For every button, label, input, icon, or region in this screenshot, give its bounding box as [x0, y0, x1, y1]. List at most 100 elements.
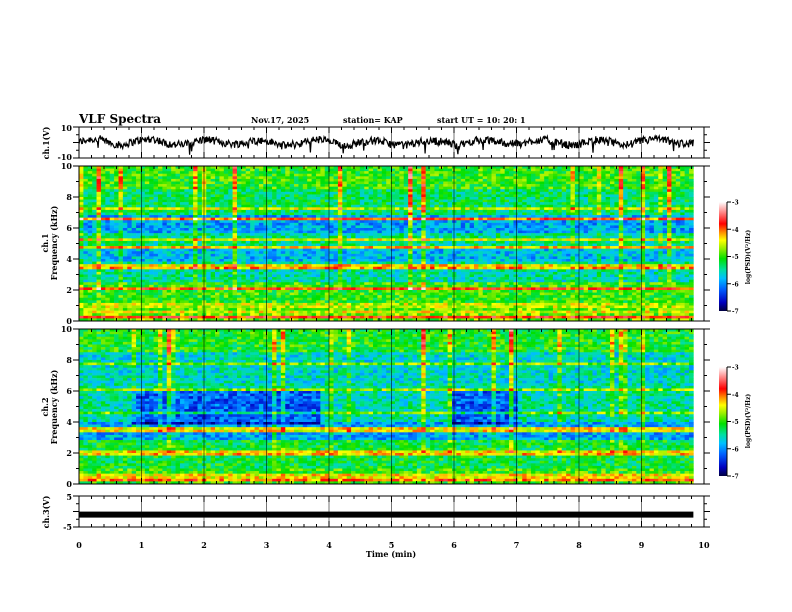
- spectrogram-cell: [303, 187, 308, 190]
- spectrogram-cell: [334, 210, 339, 213]
- spectrogram-cell: [614, 205, 619, 208]
- spectrogram-cell: [619, 215, 624, 218]
- spectrogram-cell: [483, 241, 488, 244]
- spectrogram-cell: [513, 197, 518, 200]
- spectrogram-cell: [154, 179, 159, 182]
- spectrogram-cell: [136, 254, 141, 257]
- spectrogram-cell: [382, 194, 387, 197]
- spectrogram-cell: [448, 189, 453, 192]
- spectrogram-cell: [663, 220, 668, 223]
- spectrogram-cell: [342, 197, 347, 200]
- spectrogram-cell: [680, 241, 685, 244]
- spectrogram-cell: [658, 182, 663, 185]
- spectrogram-cell: [92, 171, 97, 174]
- spectrogram-cell: [505, 202, 510, 205]
- spectrogram-cell: [360, 202, 365, 205]
- spectrogram-cell: [237, 246, 242, 249]
- spectrogram-cell: [268, 233, 273, 236]
- spectrogram-cell: [671, 171, 676, 174]
- spectrogram-cell: [549, 205, 554, 208]
- spectrogram-cell: [601, 202, 606, 205]
- spectrogram-cell: [443, 187, 448, 190]
- spectrogram-cell: [132, 184, 137, 187]
- spectrogram-cell: [312, 176, 317, 179]
- spectrogram-cell: [338, 176, 343, 179]
- spectrogram-cell: [123, 251, 128, 254]
- spectrogram-cell: [483, 220, 488, 223]
- spectrogram-cell: [439, 218, 444, 221]
- spectrogram-cell: [342, 223, 347, 226]
- spectrogram-cell: [399, 246, 404, 249]
- spectrogram-cell: [369, 213, 374, 216]
- spectrogram-cell: [535, 220, 540, 223]
- spectrogram-cell: [281, 223, 286, 226]
- spectrogram-cell: [180, 238, 185, 241]
- spectrogram-cell: [219, 238, 224, 241]
- spectrogram-cell: [470, 184, 475, 187]
- spectrogram-cell: [386, 246, 391, 249]
- spectrogram-cell: [544, 207, 549, 210]
- spectrogram-cell: [171, 202, 176, 205]
- spectrogram-cell: [290, 225, 295, 228]
- spectrogram-cell: [461, 200, 466, 203]
- spectrogram-cell: [628, 251, 633, 254]
- spectrogram-cell: [88, 254, 93, 257]
- spectrogram-cell: [531, 205, 536, 208]
- spectrogram-cell: [680, 176, 685, 179]
- spectrogram-cell: [614, 192, 619, 195]
- spectrogram-cell: [579, 179, 584, 182]
- spectrogram-cell: [272, 254, 277, 257]
- spectrogram-cell: [434, 184, 439, 187]
- spectrogram-cell: [316, 169, 321, 172]
- spectrogram-cell: [496, 205, 501, 208]
- spectrogram-cell: [237, 236, 242, 239]
- spectrogram-cell: [522, 223, 527, 226]
- spectrogram-cell: [171, 238, 176, 241]
- spectrogram-cell: [307, 205, 312, 208]
- spectrogram-cell: [478, 251, 483, 254]
- spectrogram-cell: [685, 241, 690, 244]
- spectrogram-cell: [123, 202, 128, 205]
- spectrogram-cell: [241, 171, 246, 174]
- spectrogram-cell: [448, 174, 453, 177]
- spectrogram-cell: [158, 207, 163, 210]
- spectrogram-cell: [83, 236, 88, 239]
- spectrogram-cell: [562, 215, 567, 218]
- spectrogram-cell: [329, 169, 334, 172]
- spectrogram-cell: [377, 228, 382, 231]
- spectrogram-cell: [88, 169, 93, 172]
- spectrogram-cell: [241, 251, 246, 254]
- spectrogram-cell: [623, 249, 628, 252]
- spectrogram-cell: [483, 213, 488, 216]
- spectrogram-cell: [487, 187, 492, 190]
- spectrogram-cell: [413, 241, 418, 244]
- spectrogram-cell: [347, 241, 352, 244]
- spectrogram-cell: [334, 236, 339, 239]
- spectrogram-cell: [680, 225, 685, 228]
- spectrogram-cell: [557, 205, 562, 208]
- spectrogram-cell: [215, 182, 220, 185]
- spectrogram-cell: [197, 254, 202, 257]
- spectrogram-cell: [606, 225, 611, 228]
- spectrogram-cell: [474, 197, 479, 200]
- spectrogram-cell: [483, 184, 488, 187]
- spectrogram-cell: [180, 169, 185, 172]
- spectrogram-cell: [140, 207, 145, 210]
- spectrogram-cell: [127, 176, 132, 179]
- spectrogram-cell: [610, 244, 615, 247]
- spectrogram-cell: [79, 179, 84, 182]
- spectrogram-cell: [386, 238, 391, 241]
- spectrogram-cell: [680, 189, 685, 192]
- spectrogram-cell: [101, 223, 106, 226]
- spectrogram-cell: [404, 223, 409, 226]
- spectrogram-cell: [347, 189, 352, 192]
- spectrogram-cell: [377, 246, 382, 249]
- spectrogram-cell: [298, 228, 303, 231]
- spectrogram-cell: [628, 220, 633, 223]
- spectrogram-cell: [592, 200, 597, 203]
- spectrogram-cell: [386, 194, 391, 197]
- spectrogram-cell: [487, 233, 492, 236]
- spectrogram-cell: [281, 251, 286, 254]
- spectrogram-cell: [123, 169, 128, 172]
- spectrogram-cell: [351, 207, 356, 210]
